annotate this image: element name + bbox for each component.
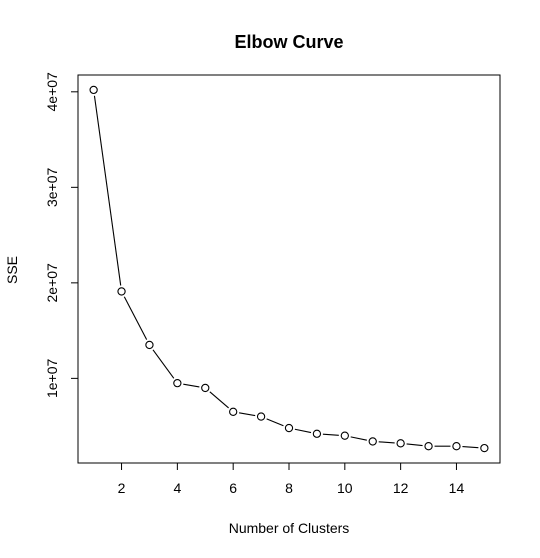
x-tick-label: 8: [285, 480, 293, 496]
y-tick-label: 4e+07: [44, 72, 60, 112]
y-tick-label: 3e+07: [44, 167, 60, 207]
y-axis: 1e+07 2e+07 3e+07 4e+07: [44, 72, 79, 398]
data-point: [424, 442, 433, 451]
series-line-segment: [183, 383, 200, 388]
x-tick-label: 6: [229, 480, 237, 496]
series-line-segment: [406, 443, 423, 447]
data-point: [452, 442, 461, 451]
series-line-segment: [294, 428, 312, 434]
y-axis-title: SSE: [4, 256, 20, 284]
series-line-segment: [239, 412, 256, 417]
chart-title: Elbow Curve: [234, 32, 343, 52]
series-line-segment: [462, 446, 479, 449]
x-tick-label: 2: [118, 480, 126, 496]
plot-frame: [77, 74, 501, 464]
y-tick-label: 2e+07: [44, 263, 60, 303]
series-line-segment: [266, 418, 284, 427]
x-tick-label: 12: [393, 480, 409, 496]
data-point: [340, 431, 349, 440]
x-tick-label: 14: [449, 480, 465, 496]
series-line-segment: [378, 441, 395, 444]
series-line-segment: [93, 95, 122, 286]
sse-series: [89, 85, 489, 453]
data-point: [229, 407, 238, 416]
data-point: [480, 443, 489, 453]
data-point: [89, 85, 98, 95]
y-tick-label: 1e+07: [44, 358, 60, 398]
series-line-segment: [322, 433, 339, 436]
series-line-segment: [152, 349, 175, 379]
data-point: [284, 423, 294, 433]
data-point: [396, 439, 405, 448]
data-point: [368, 437, 377, 446]
x-axis-title: Number of Clusters: [229, 520, 350, 536]
data-point: [145, 340, 154, 350]
x-axis: 2 4 6 8 10 12 14: [118, 462, 465, 496]
series-line-segment: [209, 391, 229, 409]
data-point: [256, 412, 266, 421]
x-tick-label: 4: [173, 480, 181, 496]
series-line-segment: [123, 296, 148, 340]
series-line-segment: [350, 436, 367, 441]
data-point: [117, 287, 126, 296]
data-point: [173, 378, 182, 388]
x-tick-label: 10: [337, 480, 353, 496]
data-point: [312, 429, 322, 438]
data-point: [201, 383, 210, 393]
